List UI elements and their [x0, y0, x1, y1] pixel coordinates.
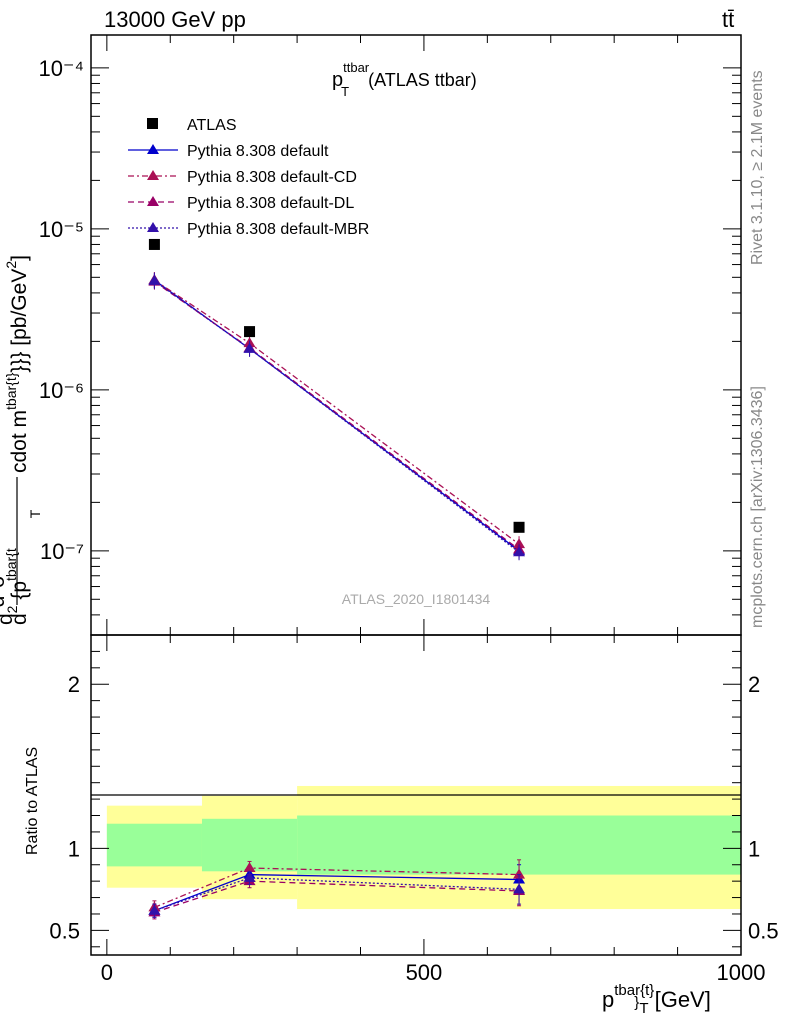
y-tick-label: 10⁻⁷: [40, 539, 84, 564]
ratio-point-cd: [513, 868, 526, 879]
x-tick-label: 500: [406, 960, 443, 985]
legend-label-mbr: Pythia 8.308 default-MBR: [187, 221, 369, 238]
point-atlas: [148, 238, 160, 250]
legend-marker-atlas: [147, 118, 158, 129]
point-mbr: [243, 342, 256, 353]
header-process: tt̄: [722, 7, 734, 32]
y-tick-label: 10⁻⁴: [38, 56, 84, 81]
analysis-watermark: ATLAS_2020_I1801434: [342, 591, 491, 607]
point-mbr: [148, 274, 161, 285]
ratio-tick-label-left: 1: [68, 836, 80, 861]
ratio-y-axis-label: Ratio to ATLAS: [24, 747, 41, 855]
line-mbr: [154, 280, 520, 553]
svg-text:dd2σfid: dd2σfid: [0, 560, 17, 625]
legend-label-default: Pythia 8.308 default: [187, 143, 329, 160]
y-axis-label: d2 {ptbar{tT dd2σfid cdot mtbar{t}}}} [p…: [0, 255, 43, 625]
point-mbr: [513, 546, 526, 557]
ratio-uncertainty-bands: [106, 785, 741, 910]
legend: ATLAS Pythia 8.308 default Pythia 8.308 …: [128, 117, 369, 238]
legend-marker-dl: [147, 196, 159, 206]
ratio-point-cd: [243, 862, 256, 873]
x-tick-label: 0: [101, 960, 113, 985]
legend-marker-cd: [147, 170, 159, 180]
ratio-point-mbr: [243, 871, 256, 882]
svg-text:d2 {ptbar{tT: d2 {ptbar{tT: [3, 509, 43, 625]
ratio-point-mbr: [513, 883, 526, 894]
legend-marker-mbr: [147, 222, 159, 232]
mcplots-label: mcplots.cern.ch [arXiv:1306.3436]: [749, 386, 766, 628]
ratio-tick-label-left: 0.5: [49, 918, 80, 943]
x-tick-label: 1000: [717, 960, 766, 985]
legend-marker-default: [147, 144, 159, 154]
ratio-tick-label-right: 1: [748, 836, 760, 861]
y-tick-label: 10⁻⁶: [39, 378, 84, 403]
plot-title: pttbar T (ATLAS ttbar): [332, 60, 477, 99]
ratio-tick-label-right: 2: [748, 672, 760, 697]
rivet-label: Rivet 3.1.10, ≥ 2.1M events: [749, 70, 766, 265]
axes-ticks: 0 500 1000 10⁻⁴ 10⁻⁵ 10⁻⁶ 10⁻⁷ 0.5 0.5 1 1 2 2: [38, 35, 779, 985]
ratio-point-mbr: [148, 904, 161, 915]
legend-label-atlas: ATLAS: [187, 117, 237, 134]
legend-label-cd: Pythia 8.308 default-CD: [187, 169, 357, 186]
y-tick-label: 10⁻⁵: [39, 217, 84, 242]
legend-label-dl: Pythia 8.308 default-DL: [187, 195, 354, 212]
header-energy: 13000 GeV pp: [104, 7, 246, 32]
point-atlas: [513, 521, 525, 533]
series-markers: [148, 238, 526, 920]
ratio-tick-label-right: 0.5: [748, 918, 779, 943]
x-axis-label: ptbar{t}}T [GeV]: [602, 982, 711, 1017]
svg-text:cdot mtbar{t}}}} [pb/GeV2]: cdot mtbar{t}}}} [pb/GeV2]: [3, 255, 31, 473]
band-inner-0: [106, 823, 202, 867]
point-atlas: [244, 326, 256, 338]
line-dl: [154, 281, 520, 550]
ratio-tick-label-left: 2: [68, 672, 80, 697]
